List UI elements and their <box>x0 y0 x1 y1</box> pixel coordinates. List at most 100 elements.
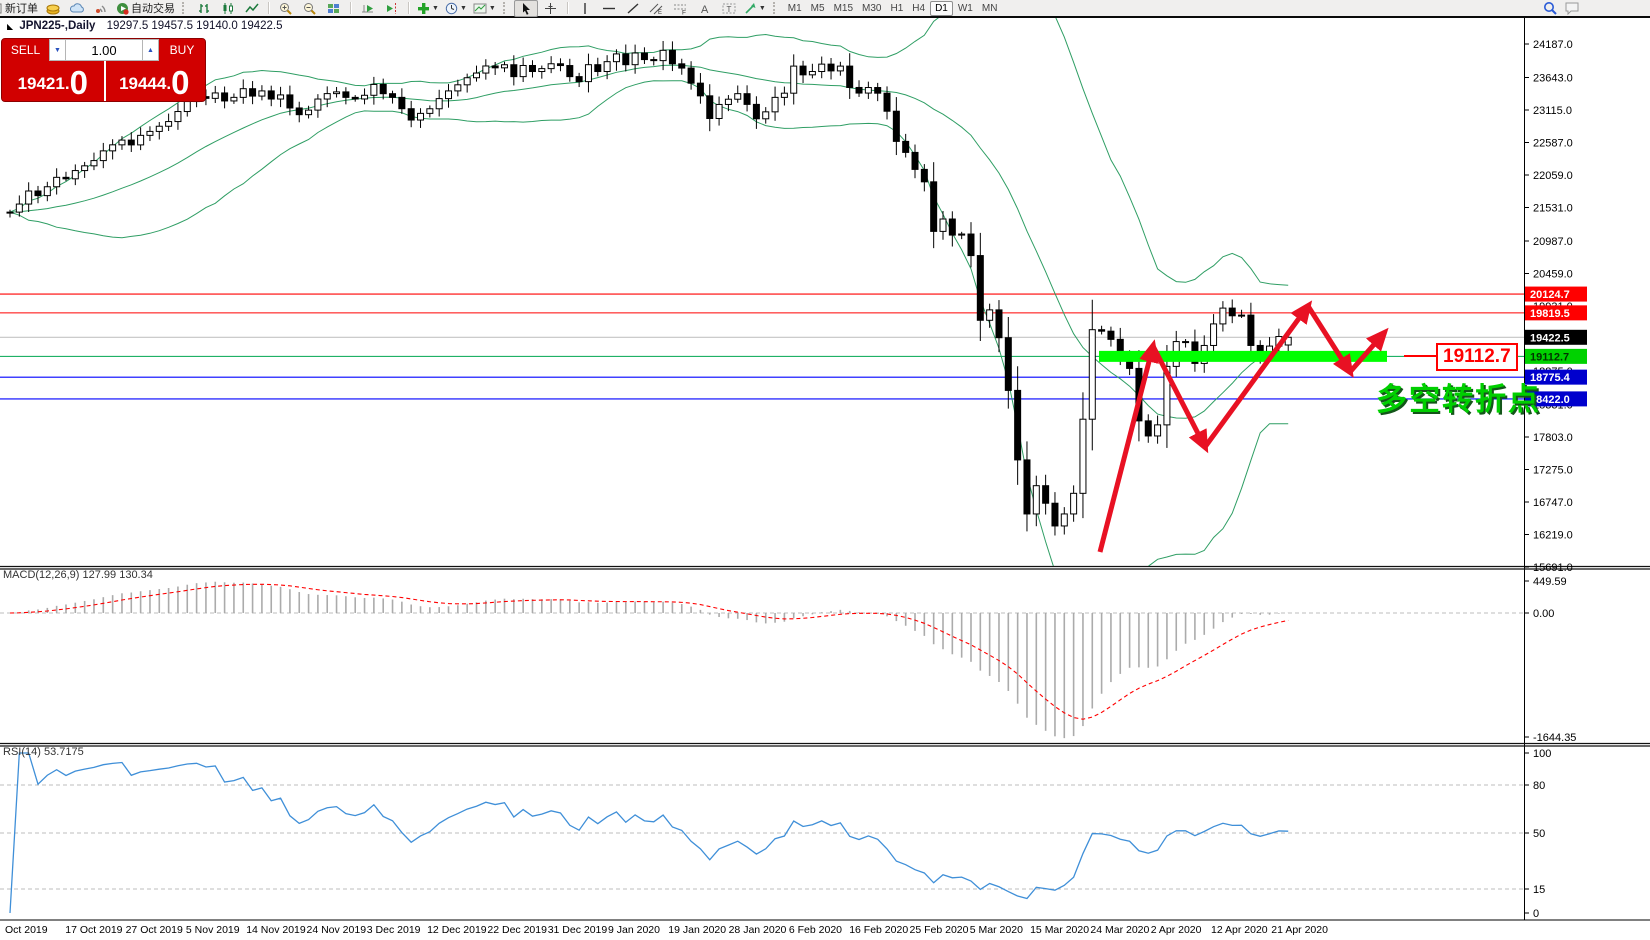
svg-text:3 Dec 2019: 3 Dec 2019 <box>367 924 421 936</box>
new-order-icon <box>0 3 2 13</box>
search-icon[interactable] <box>1543 1 1558 15</box>
svg-text:F: F <box>682 9 686 15</box>
buy-price[interactable]: 19444. 0 <box>104 61 206 101</box>
text-tool-button[interactable]: A <box>694 1 716 16</box>
sell-price[interactable]: 19421. 0 <box>2 61 104 101</box>
dropdown-caret-icon: ▼ <box>459 4 467 12</box>
annotation-text[interactable]: 多空转折点 <box>1376 382 1541 417</box>
svg-text:15 Mar 2020: 15 Mar 2020 <box>1030 924 1089 936</box>
svg-text:-1644.35: -1644.35 <box>1533 732 1576 744</box>
chart-shift-button[interactable] <box>381 1 403 16</box>
templates-button[interactable]: ▼ <box>471 1 498 16</box>
sell-price-dec: . <box>64 74 70 93</box>
horizontal-line-tool-button[interactable] <box>598 1 620 16</box>
svg-text:15691.0: 15691.0 <box>1533 562 1573 574</box>
svg-text:19 Jan 2020: 19 Jan 2020 <box>668 924 726 936</box>
tile-windows-button[interactable] <box>323 1 345 16</box>
timeframe-MN[interactable]: MN <box>981 2 998 14</box>
price-callout[interactable]: 19112.7 <box>1436 343 1518 371</box>
shapes-tool-button[interactable]: ▼ <box>742 1 768 16</box>
svg-text:0: 0 <box>1533 908 1539 920</box>
chat-icon[interactable] <box>1564 1 1580 15</box>
svg-text:12 Dec 2019: 12 Dec 2019 <box>427 924 487 936</box>
trendline-tool-button[interactable] <box>622 1 644 16</box>
svg-text:19819.5: 19819.5 <box>1530 308 1570 320</box>
autotrade-label: 自动交易 <box>131 3 175 15</box>
svg-text:24 Mar 2020: 24 Mar 2020 <box>1090 924 1149 936</box>
volume-decrease-button[interactable]: ▼ <box>49 39 66 61</box>
sell-button[interactable]: SELL <box>2 39 49 61</box>
market-button[interactable] <box>66 1 88 16</box>
zoom-in-button[interactable] <box>275 1 297 16</box>
line-chart-mode-button[interactable] <box>241 1 263 16</box>
text-icon: A <box>701 4 709 15</box>
timeframe-M15[interactable]: M15 <box>833 2 854 14</box>
volume-input[interactable]: 1.00 <box>66 39 142 61</box>
auto-scroll-icon <box>362 4 373 12</box>
chart-title: ◣ JPN225-,Daily 19297.5 19457.5 19140.0 … <box>7 20 283 32</box>
label-tool-button[interactable]: T <box>718 1 740 16</box>
vertical-line-icon <box>584 2 586 14</box>
toolbar: 新订单 自动交易 ▼ ▼ <box>0 0 1650 18</box>
timeframe-bar: M1 M5 M15 M30 H1 H4 D1 W1 MN <box>784 0 1002 16</box>
arrow-shape-icon <box>745 2 756 14</box>
vertical-line-tool-button[interactable] <box>574 1 596 16</box>
crosshair-tool-button[interactable] <box>540 1 562 16</box>
svg-text:9 Jan 2020: 9 Jan 2020 <box>608 924 660 936</box>
svg-text:17803.0: 17803.0 <box>1533 432 1573 444</box>
candle-chart-mode-button[interactable] <box>217 1 239 16</box>
periods-button[interactable]: ▼ <box>443 1 469 16</box>
fibonacci-tool-button[interactable]: F <box>670 1 692 16</box>
autotrade-button[interactable]: 自动交易 <box>114 1 177 16</box>
separator <box>408 2 410 14</box>
svg-text:E: E <box>658 10 662 15</box>
buy-button[interactable]: BUY <box>159 39 205 61</box>
toolbar-right <box>1543 1 1650 15</box>
svg-text:A: A <box>701 4 709 15</box>
channel-tool-button[interactable]: E <box>646 1 668 16</box>
svg-text:22059.0: 22059.0 <box>1533 170 1573 182</box>
timeframe-H4[interactable]: H4 <box>912 2 926 14</box>
svg-text:24 Nov 2019: 24 Nov 2019 <box>307 924 367 936</box>
template-icon <box>473 3 487 13</box>
timeframe-H1[interactable]: H1 <box>890 2 904 14</box>
svg-text:22587.0: 22587.0 <box>1533 137 1573 149</box>
timeframe-W1[interactable]: W1 <box>957 2 973 14</box>
crosshair-icon <box>545 2 557 14</box>
separator <box>268 2 270 14</box>
svg-text:22 Dec 2019: 22 Dec 2019 <box>487 924 547 936</box>
macd-label: MACD(12,26,9) 127.99 130.34 <box>3 569 153 581</box>
separator <box>350 2 352 14</box>
indicators-button[interactable]: ▼ <box>415 1 441 16</box>
buy-price-big: 0 <box>171 64 190 101</box>
new-order-button[interactable]: 新订单 <box>0 1 40 16</box>
cursor-tool-button[interactable] <box>513 0 538 17</box>
svg-text:449.59: 449.59 <box>1533 576 1567 588</box>
deposit-button[interactable] <box>42 1 64 16</box>
dropdown-caret-icon: ▼ <box>488 4 496 12</box>
signals-button[interactable] <box>90 1 112 16</box>
volume-increase-button[interactable]: ▲ <box>142 39 159 61</box>
chart-shift-icon <box>387 2 396 14</box>
zoom-out-button[interactable] <box>299 1 321 16</box>
cloud-icon <box>69 2 84 12</box>
svg-text:19422.5: 19422.5 <box>1530 332 1570 344</box>
gold-icon <box>46 4 60 14</box>
bar-chart-mode-button[interactable] <box>193 1 215 16</box>
timeframe-M1[interactable]: M1 <box>787 2 802 14</box>
svg-text:16 Feb 2020: 16 Feb 2020 <box>849 924 908 936</box>
new-order-label: 新订单 <box>5 3 38 15</box>
auto-scroll-button[interactable] <box>357 1 379 16</box>
svg-text:17275.0: 17275.0 <box>1533 465 1573 477</box>
symbol-period-label: JPN225-,Daily <box>19 20 96 32</box>
zoom-out-icon <box>304 2 316 15</box>
timeframe-D1[interactable]: D1 <box>930 0 953 16</box>
timeframe-M30[interactable]: M30 <box>862 2 882 14</box>
one-click-trading-panel: SELL ▼ 1.00 ▲ BUY 19421. 0 19444. 0 <box>1 38 206 102</box>
rsi-label: RSI(14) 53.7175 <box>3 746 84 758</box>
timeframe-M5[interactable]: M5 <box>810 2 825 14</box>
separator <box>502 2 509 14</box>
svg-text:23643.0: 23643.0 <box>1533 72 1573 84</box>
svg-text:12 Apr 2020: 12 Apr 2020 <box>1211 924 1268 936</box>
